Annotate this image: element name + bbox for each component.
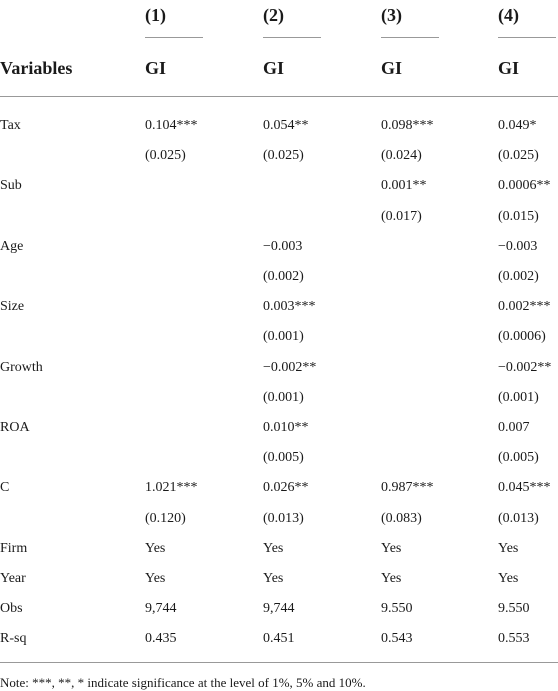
coefficient: Yes [145, 540, 166, 556]
std-error: (0.001) [263, 389, 304, 405]
std-error: (0.120) [145, 510, 186, 526]
column-rule [145, 37, 203, 38]
column-number: (2) [263, 5, 284, 25]
row-label: Year [0, 571, 26, 586]
std-error: (0.002) [498, 269, 539, 284]
std-error: (0.002) [263, 269, 304, 284]
std-error: (0.001) [263, 329, 304, 345]
column-rule [263, 37, 321, 38]
dependent-variable: GI [145, 58, 167, 78]
coefficient: Yes [381, 571, 402, 586]
std-error: (0.017) [381, 208, 422, 224]
coefficient: 0.104*** [145, 118, 198, 133]
std-error: (0.013) [498, 510, 539, 526]
std-error: (0.025) [498, 148, 539, 164]
row-label: Growth [0, 359, 43, 375]
coefficient: Yes [263, 571, 284, 586]
coefficient: 0.054** [263, 118, 309, 133]
coefficient: 9.550 [498, 601, 530, 617]
row-label: Firm [0, 540, 28, 556]
std-error: (0.013) [263, 510, 304, 526]
std-error: (0.024) [381, 148, 422, 164]
coefficient: 0.007 [498, 420, 530, 435]
coefficient: −0.003 [498, 238, 538, 254]
coefficient: 0.987*** [381, 480, 434, 496]
std-error: (0.001) [498, 389, 539, 405]
column-number: (4) [498, 5, 519, 25]
coefficient: Yes [381, 540, 402, 556]
coefficient: 0.003*** [263, 299, 316, 315]
row-label: Size [0, 299, 25, 315]
row-label: Age [0, 238, 24, 254]
coefficient: Yes [498, 571, 519, 586]
coefficient: 0.543 [381, 631, 413, 647]
coefficient: −0.002** [263, 359, 317, 375]
coefficient: 1.021*** [145, 480, 198, 496]
dependent-variable: GI [263, 58, 285, 78]
bottom-rule [0, 662, 558, 663]
row-label: Tax [0, 118, 21, 133]
row-label: R-sq [0, 631, 27, 647]
coefficient: 9,744 [145, 601, 177, 617]
std-error: (0.083) [381, 510, 422, 526]
std-error: (0.025) [145, 148, 186, 164]
coefficient: 9,744 [263, 601, 295, 617]
coefficient: 0.451 [263, 631, 295, 647]
std-error: (0.015) [498, 208, 539, 224]
coefficient: −0.003 [263, 238, 303, 254]
column-number: (1) [145, 5, 166, 25]
coefficient: 0.001** [381, 178, 427, 194]
row-label: C [0, 480, 10, 496]
row-label: Sub [0, 178, 22, 194]
column-rule [498, 37, 556, 38]
coefficient: 0.435 [145, 631, 177, 647]
std-error: (0.005) [263, 450, 304, 466]
std-error: (0.025) [263, 148, 304, 164]
table-note: Note: ***, **, * indicate significance a… [0, 675, 366, 690]
column-number: (3) [381, 5, 402, 25]
coefficient: Yes [145, 571, 166, 586]
dependent-variable: GI [381, 58, 403, 78]
std-error: (0.0006) [498, 329, 546, 345]
coefficient: Yes [263, 540, 284, 556]
coefficient: 0.098*** [381, 118, 434, 133]
coefficient: 0.0006** [498, 178, 551, 194]
header-label: Variables [0, 58, 73, 78]
row-label: Obs [0, 601, 23, 617]
coefficient: 0.010** [263, 420, 309, 435]
coefficient: 0.049* [498, 118, 537, 133]
coefficient: Yes [498, 540, 519, 556]
dependent-variable: GI [498, 58, 520, 78]
coefficient: 9.550 [381, 601, 413, 617]
column-rule [381, 37, 439, 38]
coefficient: −0.002** [498, 359, 552, 375]
header-rule [0, 96, 558, 97]
coefficient: 0.002*** [498, 299, 551, 315]
row-label: ROA [0, 420, 30, 435]
coefficient: 0.553 [498, 631, 530, 647]
std-error: (0.005) [498, 450, 539, 466]
coefficient: 0.026** [263, 480, 309, 496]
coefficient: 0.045*** [498, 480, 551, 496]
